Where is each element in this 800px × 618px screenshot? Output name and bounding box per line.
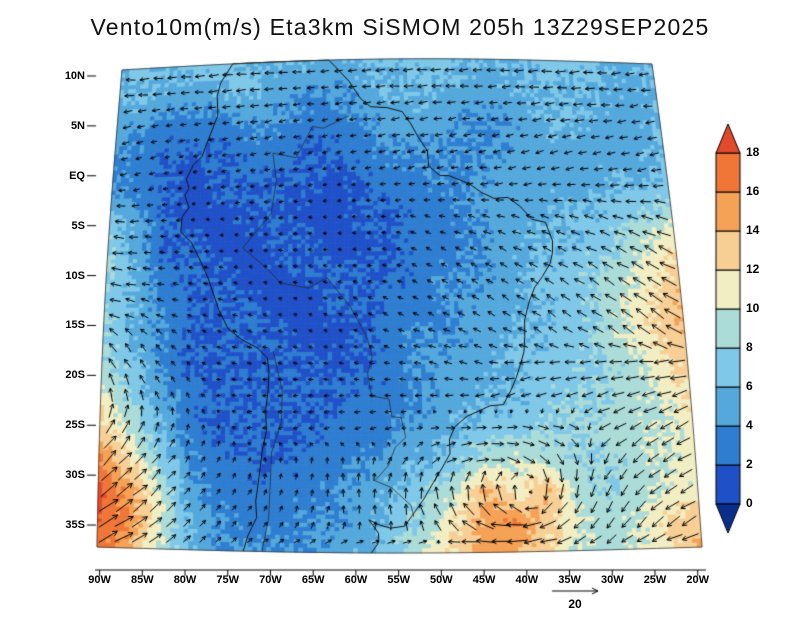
lon-tick-label: 40W [515, 574, 539, 586]
lat-tick-label: EQ [69, 169, 85, 182]
lat-tick-label: 20S [65, 369, 85, 382]
lat-tick-label: 10S [65, 269, 85, 282]
colorbar-tick-label: 2 [746, 457, 753, 471]
lon-tick-label: 25W [643, 574, 667, 586]
lat-tick-label: 5S [71, 219, 85, 232]
lon-tick-label: 55W [387, 574, 410, 586]
lat-tick-label: 30S [65, 469, 85, 482]
lon-tick-label: 75W [216, 574, 240, 586]
reference-vector-label: 20 [568, 597, 582, 611]
lat-tick-label: 15S [65, 319, 85, 332]
lon-tick-label: 70W [259, 574, 282, 586]
lat-tick-label: 25S [65, 419, 85, 432]
colorbar-tick-label: 8 [746, 340, 753, 354]
colorbar-tick-label: 18 [746, 145, 760, 159]
lon-tick-label: 80W [173, 574, 197, 586]
lon-tick-label: 90W [88, 574, 111, 586]
lon-tick-label: 35W [558, 574, 581, 586]
colorbar-tick-label: 16 [746, 184, 760, 198]
colorbar-tick-label: 12 [746, 262, 760, 276]
lat-tick-label: 10N [64, 69, 85, 82]
lon-tick-label: 45W [472, 574, 496, 586]
lat-tick-label: 35S [65, 519, 85, 532]
colorbar-tick-label: 14 [746, 223, 760, 237]
lon-tick-label: 85W [130, 574, 154, 586]
lon-tick-label: 50W [430, 574, 453, 586]
colorbar-tick-label: 4 [746, 418, 753, 432]
lat-tick-label: 5N [70, 119, 85, 132]
lon-tick-label: 65W [301, 574, 325, 586]
colorbar-tick-label: 10 [746, 301, 760, 315]
colorbar-tick-label: 0 [746, 496, 753, 510]
lon-tick-label: 20W [686, 574, 710, 586]
lon-tick-label: 60W [344, 574, 368, 586]
lon-tick-label: 30W [600, 574, 624, 586]
colorbar-tick-label: 6 [746, 379, 753, 393]
